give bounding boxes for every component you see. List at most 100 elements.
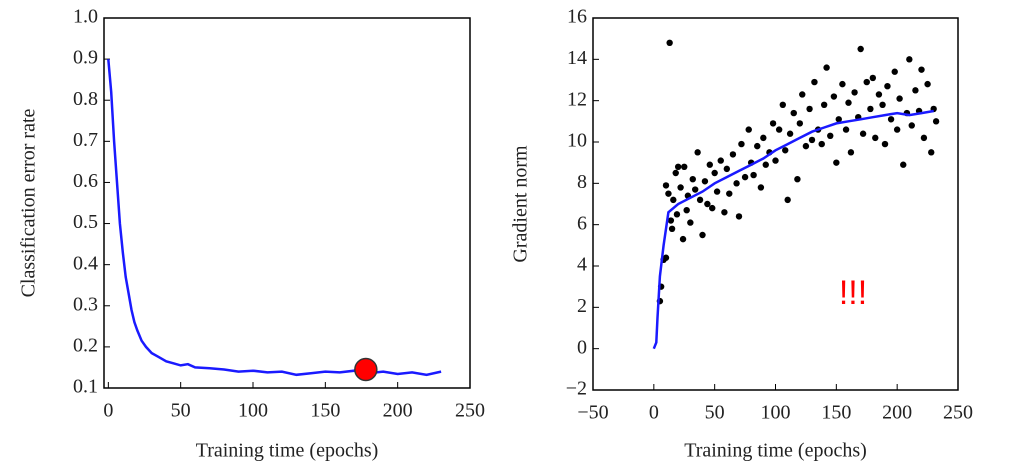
- data-point: [711, 169, 718, 177]
- data-point: [733, 180, 740, 187]
- data-point: [745, 126, 752, 133]
- data-point: [784, 196, 791, 204]
- y-tick-label: 0.5: [73, 211, 98, 233]
- data-point: [760, 134, 767, 142]
- data-point: [717, 157, 724, 164]
- data-point: [704, 200, 711, 208]
- data-point: [827, 132, 834, 139]
- data-point: [662, 182, 670, 189]
- x-tick-label: 250: [943, 402, 973, 424]
- data-point: [875, 91, 883, 98]
- y-tick-label: 4: [577, 254, 587, 276]
- data-point: [802, 142, 810, 150]
- x-tick-label: 250: [455, 400, 485, 422]
- data-point: [924, 80, 931, 88]
- data-point: [820, 101, 828, 109]
- x-tick-label: 200: [383, 400, 413, 422]
- data-point: [887, 116, 895, 123]
- data-line: [652, 109, 934, 350]
- data-point: [738, 140, 745, 148]
- data-point: [692, 186, 699, 193]
- data-point: [869, 74, 877, 82]
- y-tick-label: 0.4: [73, 252, 98, 274]
- data-point: [818, 140, 825, 148]
- y-tick-label: 2: [577, 295, 587, 317]
- data-point: [723, 165, 731, 173]
- data-point: [833, 159, 840, 166]
- x-tick-label: 100: [761, 402, 791, 424]
- data-point: [772, 157, 779, 164]
- data-point: [769, 120, 777, 127]
- data-point: [918, 66, 925, 73]
- data-line: [107, 58, 442, 377]
- data-point: [679, 235, 687, 243]
- data-point: [884, 83, 891, 90]
- data-point: [713, 188, 721, 195]
- data-point: [790, 109, 797, 117]
- y-tick-label: 10: [567, 130, 587, 152]
- data-point: [782, 147, 789, 154]
- y-tick-label: 14: [567, 47, 587, 69]
- data-point: [851, 89, 858, 96]
- data-point: [786, 130, 794, 137]
- y-tick-label: 1.0: [73, 6, 98, 28]
- data-point: [670, 196, 677, 204]
- y-tick-label: 0.3: [73, 293, 98, 315]
- x-tick-label: 0: [649, 402, 659, 424]
- data-point: [811, 78, 818, 86]
- x-tick-label: 100: [238, 400, 268, 422]
- data-point: [694, 149, 701, 156]
- data-point: [799, 91, 806, 98]
- y-tick-label: 16: [567, 6, 587, 28]
- plot-frame: [103, 17, 471, 389]
- data-point: [823, 64, 830, 71]
- highlight-marker: [354, 357, 378, 382]
- data-point: [762, 161, 769, 168]
- data-point: [796, 120, 804, 127]
- data-point: [932, 118, 940, 125]
- data-point: [696, 196, 704, 204]
- data-point: [672, 169, 679, 177]
- x-axis-label: Training time (epochs): [196, 440, 379, 462]
- y-tick-label: 0: [577, 336, 587, 358]
- y-tick-label: 0.2: [73, 334, 98, 356]
- data-point: [681, 163, 688, 170]
- data-point: [665, 190, 672, 197]
- data-point: [857, 45, 864, 53]
- data-point: [683, 207, 690, 214]
- data-point: [863, 78, 870, 86]
- data-point: [859, 130, 867, 137]
- data-point: [839, 80, 846, 88]
- y-tick-label: 6: [577, 212, 587, 234]
- data-point: [806, 105, 813, 113]
- data-point: [835, 116, 842, 123]
- data-point: [673, 211, 681, 218]
- data-point: [701, 178, 709, 185]
- x-tick-label: 50: [171, 400, 191, 422]
- data-point: [808, 136, 816, 144]
- data-point: [699, 231, 706, 239]
- data-point: [735, 213, 743, 220]
- x-tick-label: −50: [577, 402, 608, 424]
- y-tick-label: 0.8: [73, 88, 98, 110]
- x-tick-label: 150: [821, 402, 851, 424]
- x-tick-label: 50: [705, 402, 725, 424]
- y-tick-label: −2: [566, 378, 587, 400]
- data-point: [879, 101, 886, 109]
- y-tick-label: 0.1: [73, 376, 98, 398]
- data-point: [687, 219, 694, 226]
- data-point: [896, 95, 903, 102]
- x-tick-label: 200: [882, 402, 912, 424]
- data-point: [674, 163, 682, 170]
- y-tick-label: 0.9: [73, 47, 98, 69]
- data-point: [666, 39, 673, 46]
- data-point: [677, 184, 684, 191]
- y-axis-label: Classification error rate: [18, 108, 40, 297]
- y-tick-label: 0.7: [73, 129, 98, 151]
- data-point: [900, 161, 907, 168]
- x-tick-label: 150: [310, 400, 340, 422]
- data-point: [706, 161, 713, 168]
- data-point: [928, 149, 935, 156]
- data-point: [726, 190, 733, 197]
- y-tick-label: 12: [567, 88, 587, 110]
